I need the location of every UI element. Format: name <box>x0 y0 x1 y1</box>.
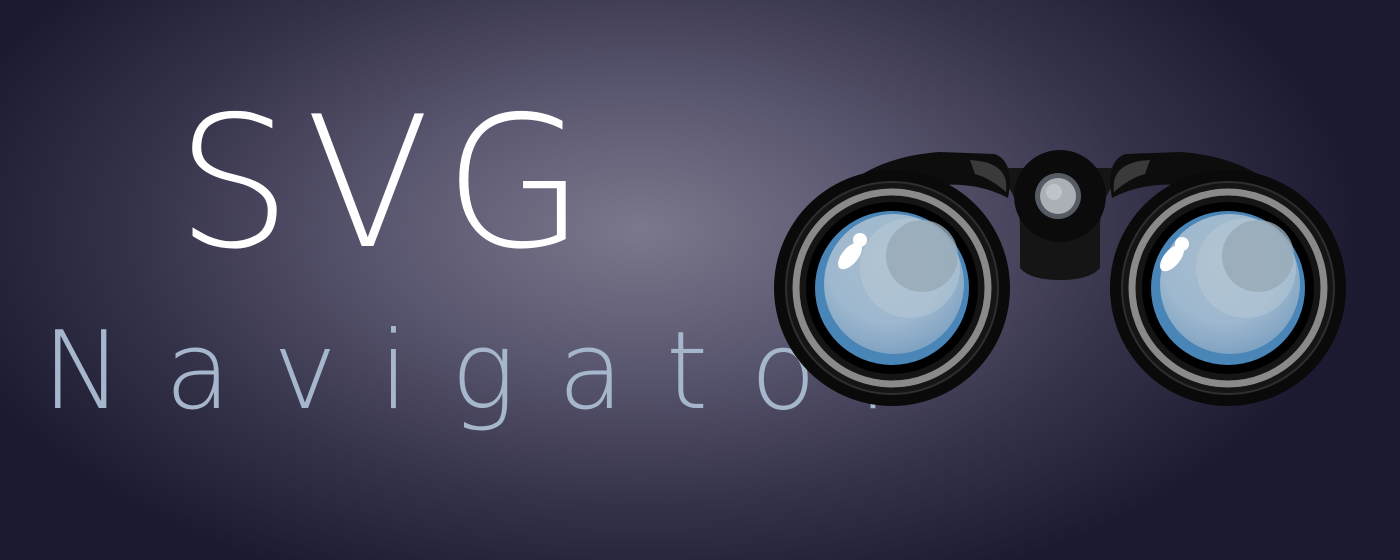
left-eyepiece <box>774 170 1010 406</box>
title-navigator: Navigator <box>42 309 945 434</box>
binoculars-icon <box>774 150 1346 406</box>
right-eyepiece <box>1110 170 1346 406</box>
title-svg: SVG <box>176 77 600 289</box>
